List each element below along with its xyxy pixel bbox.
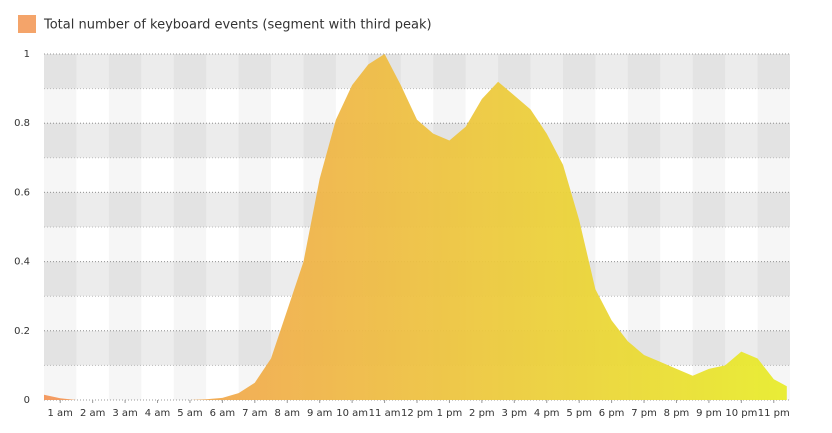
x-tick-label: 5 pm (566, 408, 592, 419)
x-tick-label: 8 am (275, 408, 300, 419)
x-tick-label: 6 pm (599, 408, 625, 419)
y-tick-label: 0.2 (14, 326, 30, 337)
x-tick-label: 9 am (307, 408, 332, 419)
x-tick-label: 4 am (145, 408, 170, 419)
x-tick-label: 2 pm (469, 408, 495, 419)
band (44, 54, 790, 89)
x-tick-label: 6 am (210, 408, 235, 419)
x-tick-label: 3 pm (501, 408, 527, 419)
x-tick-label: 5 am (177, 408, 202, 419)
x-tick-label: 10 am (336, 408, 368, 419)
y-tick-label: 0 (24, 395, 30, 406)
x-tick-label: 8 pm (664, 408, 690, 419)
y-tick-label: 0.6 (14, 187, 30, 198)
y-tick-label: 1 (24, 49, 30, 60)
x-tick-label: 9 pm (696, 408, 722, 419)
y-tick-label: 0.4 (14, 257, 30, 268)
legend-label: Total number of keyboard events (segment… (43, 18, 432, 33)
x-tick-label: 7 pm (631, 408, 657, 419)
x-tick-label: 11 pm (758, 408, 790, 419)
x-tick-label: 12 pm (401, 408, 433, 419)
x-tick-label: 4 pm (534, 408, 560, 419)
x-tick-label: 3 am (112, 408, 137, 419)
legend-swatch (18, 15, 36, 33)
band (44, 88, 790, 124)
column-band (174, 54, 206, 400)
x-tick-label: 1 am (48, 408, 73, 419)
x-tick-label: 1 pm (437, 408, 463, 419)
y-tick-label: 0.8 (14, 118, 30, 129)
column-band (693, 54, 725, 400)
area (44, 54, 787, 400)
x-tick-label: 11 am (369, 408, 401, 419)
x-tick-label: 10 pm (725, 408, 757, 419)
x-tick-label: 2 am (80, 408, 105, 419)
x-tick-label: 7 am (242, 408, 267, 419)
